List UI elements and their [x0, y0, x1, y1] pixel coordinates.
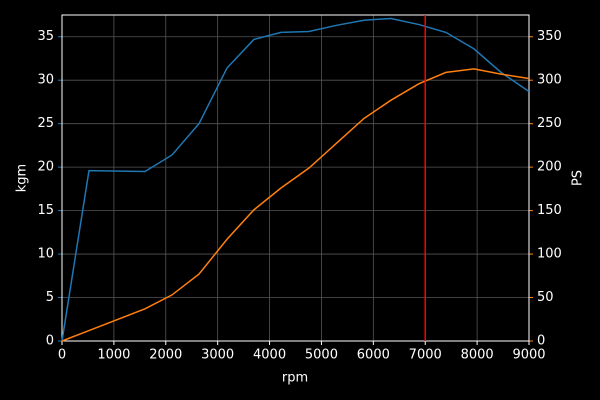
- line: [61, 17, 530, 342]
- x-tick-label: 6000: [357, 348, 390, 363]
- y2-tick-label: 50: [537, 290, 554, 305]
- x-tick-label: 8000: [461, 348, 494, 363]
- y2-tick-label: 150: [537, 203, 562, 218]
- y-axis-label: kgm: [15, 164, 30, 192]
- x-tick-label: 4000: [253, 348, 286, 363]
- x-tick-label: 0: [58, 348, 66, 363]
- y2-tick-label: 300: [537, 73, 562, 88]
- x-tick-label: 9000: [512, 348, 545, 363]
- x-tick-label: 3000: [201, 348, 234, 363]
- y-tick-label: 35: [37, 29, 54, 44]
- y2-tick-label: 100: [537, 247, 562, 262]
- y2-tick-label: 0: [537, 334, 545, 349]
- y2-tick-label: 350: [537, 29, 562, 44]
- y2-axis-label: PS: [571, 170, 586, 186]
- y-tick-label: 5: [46, 290, 54, 305]
- x-axis-label: rpm: [282, 371, 308, 386]
- plot-frame: [61, 14, 530, 342]
- x-tick-label: 7000: [409, 348, 442, 363]
- y-tick-label: 30: [37, 73, 54, 88]
- y-tick-label: 25: [37, 116, 54, 131]
- y-tick-label: 10: [37, 247, 54, 262]
- y2-tick-label: 250: [537, 116, 562, 131]
- x-tick-label: 1000: [97, 348, 130, 363]
- x-tick-label: 5000: [305, 348, 338, 363]
- y-tick-label: 0: [46, 334, 54, 349]
- x-tick-label: 2000: [149, 348, 182, 363]
- line: [61, 68, 530, 342]
- y2-tick-label: 200: [537, 160, 562, 175]
- y-tick-label: 15: [37, 203, 54, 218]
- y-tick-label: 20: [37, 160, 54, 175]
